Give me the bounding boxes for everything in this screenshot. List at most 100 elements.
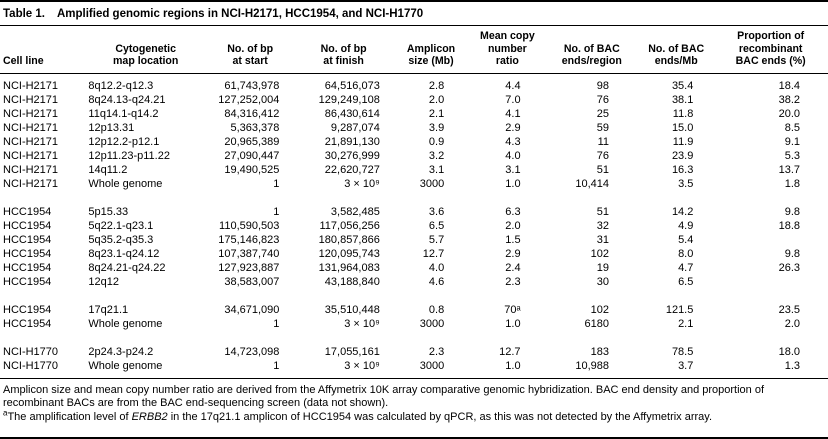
- footnote-general: Amplicon size and mean copy number ratio…: [3, 383, 765, 410]
- column-header: No. of BAC ends/region: [544, 26, 640, 74]
- table-cell: 5q22.1-q23.1: [88, 219, 154, 232]
- table-cell: 183: [590, 345, 610, 358]
- table-cell: Whole genome: [88, 359, 163, 372]
- table-cell: 107,387,740: [218, 247, 280, 260]
- column-header: Cytogenetic map location: [86, 26, 205, 74]
- table-cell: 18.8: [778, 219, 800, 232]
- table-cell: 2.1: [428, 107, 445, 120]
- table-cell: 1.0: [505, 317, 521, 330]
- table-cell: 7.0: [505, 93, 521, 106]
- cell-line: HCC1954: [3, 205, 52, 218]
- group-spacer: [0, 331, 828, 345]
- table-row: NCI-H2171 Whole genome 1 3 × 10⁹ 3000 1.0 10,4…: [0, 177, 828, 191]
- table-cell: 15.0: [671, 121, 694, 134]
- column-header: No. of BAC ends/Mb: [639, 26, 714, 74]
- table-cell: 14q11.2: [88, 163, 128, 176]
- column-header: Proportion of recombinant BAC ends (%): [713, 26, 828, 74]
- table-cell: 4.0: [428, 261, 445, 274]
- table-cell: 12p11.23-p11.22: [88, 149, 170, 162]
- cell-line: NCI-H1770: [3, 359, 59, 372]
- table-cell: 117,056,256: [319, 219, 380, 232]
- table-cell: 5.3: [784, 149, 800, 162]
- table-cell: 8.5: [784, 121, 800, 134]
- table-cell: 35,510,448: [324, 303, 380, 316]
- table-header: Cell line Cytogenetic map location No. of …: [0, 26, 828, 74]
- table-cell: 78.5: [671, 345, 694, 358]
- cell-line: NCI-H2171: [3, 177, 59, 190]
- table-cell: 4.3: [505, 135, 521, 148]
- table-cell: 59: [596, 121, 610, 134]
- table-cell: 12p12.2-p12.1: [88, 135, 160, 148]
- table-cell: 3000: [419, 317, 445, 330]
- table-cell: 14,723,098: [224, 345, 280, 358]
- footnote-a-text-pre: The amplification level of: [7, 411, 132, 424]
- column-header: Amplicon size (Mb): [391, 26, 471, 74]
- table-cell: 23.9: [671, 149, 694, 162]
- group-spacer-cell: [0, 289, 828, 303]
- table-cell: 127,923,887: [218, 261, 280, 274]
- table-row: NCI-H2171 8q12.2-q12.3 61,743,978 64,516,07…: [0, 73, 828, 93]
- cell-line: NCI-H2171: [3, 79, 59, 92]
- table-cell: 6.5: [678, 275, 694, 288]
- table-row: HCC1954 5p15.33 1 3,582,485 3.6 6.3 51 14.2 9.8: [0, 205, 828, 219]
- cell-line: HCC1954: [3, 261, 52, 274]
- table-cell: 3 × 10⁹: [344, 317, 380, 330]
- table-cell: 19,490,525: [224, 163, 280, 176]
- table-top-rule: [0, 0, 828, 2]
- table-cell: 3 × 10⁹: [344, 177, 380, 190]
- table-cell: 6.5: [428, 219, 445, 232]
- table-row: NCI-H2171 12p11.23-p11.22 27,090,447 30,276…: [0, 149, 828, 163]
- table-cell: 76: [596, 93, 610, 106]
- table-cell: 84,316,412: [224, 107, 280, 120]
- table-cell: 27,090,447: [224, 149, 280, 162]
- table-cell: 1.8: [784, 177, 800, 190]
- table-cell: [713, 233, 828, 247]
- table-cell: 32: [596, 219, 610, 232]
- table-cell: 9.8: [784, 205, 800, 218]
- table-row: NCI-H2171 14q11.2 19,490,525 22,620,727 3.1 3…: [0, 163, 828, 177]
- table-cell: 3000: [419, 177, 445, 190]
- table-cell: 2.0: [505, 219, 521, 232]
- table-row: HCC1954 8q23.1-q24.12 107,387,740 120,095,7…: [0, 247, 828, 261]
- table-cell: 20.0: [778, 107, 800, 120]
- table-cell: 51: [596, 205, 610, 218]
- table-cell: 2.3: [428, 345, 445, 358]
- table-cell: 86,430,614: [324, 107, 380, 120]
- table-cell: 1: [273, 205, 280, 218]
- table-cell: 10,988: [575, 359, 610, 372]
- table-cell: 1: [273, 177, 280, 190]
- table-cell: 64,516,073: [324, 79, 380, 92]
- table-cell: 13.7: [778, 163, 800, 176]
- table-cell: 8q24.13-q24.21: [88, 93, 166, 106]
- table-body: NCI-H2171 8q12.2-q12.3 61,743,978 64,516,07…: [0, 73, 828, 378]
- table-cell: 4.0: [505, 149, 521, 162]
- table-cell: 9.1: [784, 135, 800, 148]
- table-cell: 34,671,090: [224, 303, 280, 316]
- table-cell: 2.3: [505, 275, 521, 288]
- cell-line: HCC1954: [3, 303, 52, 316]
- table-cell: 5.4: [678, 233, 694, 246]
- table-cell: 4.1: [505, 107, 521, 120]
- table-cell: 131,964,083: [318, 261, 380, 274]
- table-cell: 3000: [419, 359, 445, 372]
- cell-line: NCI-H2171: [3, 93, 59, 106]
- cell-line: NCI-H2171: [3, 163, 59, 176]
- table-cell: 11: [597, 135, 610, 148]
- table-cell: 31: [596, 233, 610, 246]
- table-cell: 11.8: [672, 107, 694, 120]
- table-cell: 9.8: [784, 247, 800, 260]
- table-cell: 8q24.21-q24.22: [88, 261, 166, 274]
- table-cell: 21,891,130: [324, 135, 380, 148]
- table-cell: 8q12.2-q12.3: [88, 79, 154, 92]
- table-cell: 120,095,743: [318, 247, 380, 260]
- table-cell: 129,249,108: [318, 93, 380, 106]
- table-row: HCC1954 8q24.21-q24.22 127,923,887 131,964,…: [0, 261, 828, 275]
- column-header: Mean copy number ratio: [470, 26, 545, 74]
- table-row: NCI-H2171 11q14.1-q14.2 84,316,412 86,430,6…: [0, 107, 828, 121]
- column-header: No. of bp at start: [204, 26, 296, 74]
- footnote-a-text-post: in the 17q21.1 amplicon of HCC1954 was c…: [167, 411, 713, 424]
- table-row: NCI-H2171 12p13.31 5,363,378 9,287,074 3.9 2.…: [0, 121, 828, 135]
- table-cell: 16.3: [671, 163, 694, 176]
- table-cell: 3.2: [428, 149, 445, 162]
